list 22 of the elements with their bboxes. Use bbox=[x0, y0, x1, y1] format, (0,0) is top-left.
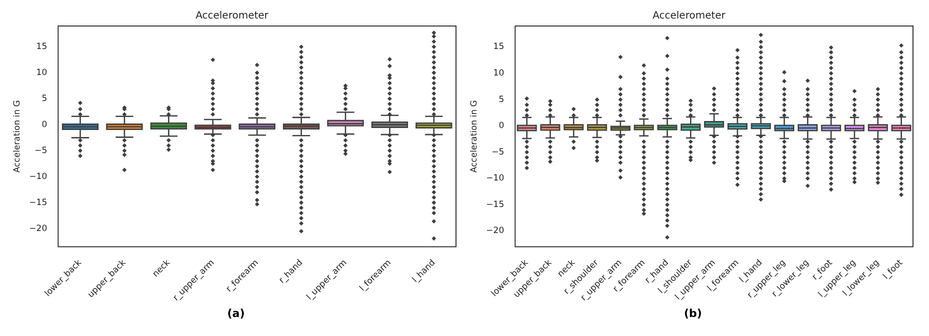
y-tick-label: 15 bbox=[493, 42, 504, 52]
chart-title: Accelerometer bbox=[652, 10, 726, 22]
y-tick-label: −20 bbox=[29, 224, 48, 234]
y-axis-title: Acceleration in G bbox=[12, 100, 22, 173]
y-tick-label: 10 bbox=[493, 68, 504, 79]
y-axis-title: Acceleration in G bbox=[469, 100, 480, 173]
y-tick-label: −5 bbox=[492, 147, 504, 158]
text: (b) bbox=[684, 306, 702, 322]
y-tick-label: −10 bbox=[486, 174, 504, 184]
y-tick-label: 10 bbox=[36, 68, 48, 78]
y-tick-label: −15 bbox=[29, 198, 48, 208]
y-tick-label: 0 bbox=[498, 121, 504, 132]
y-tick-label: −20 bbox=[486, 226, 504, 236]
text: (a) bbox=[227, 306, 245, 322]
y-tick-label: −5 bbox=[34, 146, 48, 156]
y-tick-label: 15 bbox=[36, 42, 48, 52]
y-tick-label: 5 bbox=[42, 94, 48, 104]
y-tick-label: −15 bbox=[486, 200, 504, 210]
y-tick-label: −10 bbox=[29, 172, 48, 182]
y-tick-label: 0 bbox=[42, 120, 48, 130]
y-tick-label: 5 bbox=[498, 94, 504, 105]
chart-title: Accelerometer bbox=[196, 10, 270, 22]
